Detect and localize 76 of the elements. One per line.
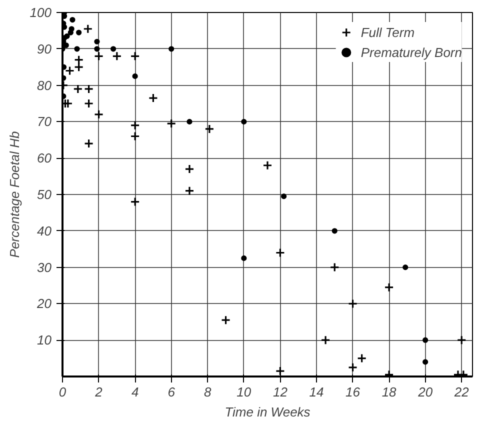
point [68, 30, 74, 36]
y-tick-label: 100 [30, 5, 52, 20]
point [84, 84, 94, 94]
point [132, 73, 138, 79]
x-tick-label: 2 [94, 384, 104, 400]
point [73, 84, 83, 94]
point [220, 315, 231, 325]
x-tick-label: 0 [58, 384, 67, 400]
y-tick-label: 20 [36, 296, 52, 312]
y-tick-label: 40 [37, 223, 52, 238]
point [402, 264, 408, 270]
point [166, 118, 176, 128]
x-tick-label: 18 [382, 384, 398, 400]
x-tick-label: 8 [204, 384, 212, 400]
point [84, 138, 94, 148]
point [332, 228, 338, 234]
y-tick-label: 70 [37, 114, 52, 130]
point [281, 194, 287, 200]
point [64, 66, 75, 76]
point [63, 42, 69, 48]
y-tick-label: 90 [37, 41, 52, 56]
point [74, 62, 84, 72]
point [83, 24, 93, 34]
point [330, 262, 340, 272]
y-tick-label: 10 [37, 332, 52, 348]
point [348, 362, 358, 372]
point [74, 46, 80, 52]
point [320, 335, 330, 345]
x-tick-label: 10 [236, 384, 252, 400]
point [422, 359, 428, 365]
point [204, 124, 214, 134]
x-axis-title: Time in Weeks [224, 404, 311, 420]
point [70, 16, 76, 23]
point [110, 46, 116, 52]
point [63, 98, 73, 108]
point [76, 30, 82, 36]
x-tick-label: 6 [168, 384, 176, 400]
legend-label: Full Term [360, 24, 415, 40]
y-axis-title: Percentage Foetal Hb [6, 131, 22, 258]
point [186, 118, 192, 124]
point [348, 298, 358, 308]
y-tick-label: 80 [37, 78, 52, 93]
point [94, 38, 100, 44]
point [241, 118, 247, 124]
point [148, 93, 158, 103]
x-tick-label: 20 [417, 384, 434, 400]
point [130, 131, 140, 142]
point [74, 55, 84, 65]
point [384, 282, 394, 292]
y-tick-label: 60 [37, 150, 52, 166]
y-tick-label: 50 [37, 187, 52, 202]
legend-label: Prematurely Born [360, 44, 462, 60]
x-tick-label: 16 [346, 384, 361, 400]
point [184, 186, 194, 196]
point [130, 51, 140, 61]
point [94, 51, 104, 61]
point [84, 98, 94, 108]
point [275, 248, 285, 258]
point [130, 196, 140, 207]
point [357, 354, 367, 364]
point [112, 51, 122, 61]
point [456, 335, 466, 345]
x-tick-label: 22 [453, 384, 470, 400]
point [184, 164, 194, 174]
point [422, 337, 428, 343]
x-tick-label: 4 [131, 384, 139, 400]
x-tick-label: 12 [272, 384, 288, 400]
point [275, 366, 285, 376]
point [241, 255, 247, 261]
point [94, 46, 100, 52]
point [262, 160, 272, 170]
point [94, 110, 104, 120]
y-tick-label: 30 [37, 260, 52, 275]
point [168, 46, 174, 52]
x-tick-label: 14 [309, 384, 324, 400]
point [130, 120, 140, 130]
